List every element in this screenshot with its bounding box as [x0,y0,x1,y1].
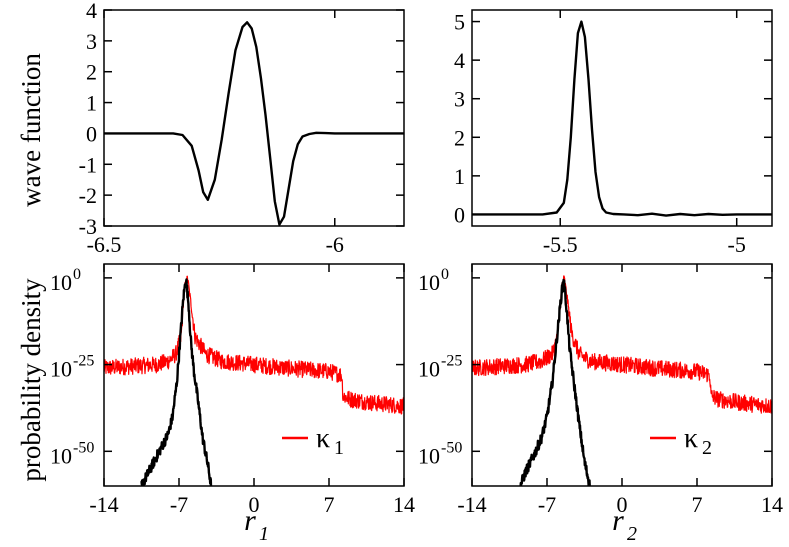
y-tick-exp: -50 [441,439,462,456]
x-tick-label: -14 [89,492,118,517]
y-tick-label: 10 [418,357,440,382]
legend-label-sub: 1 [334,437,344,459]
y-tick-label: 10 [418,270,440,295]
x-tick-label: 7 [692,492,703,517]
legend-label: κ [684,423,698,454]
y-tick-base: 10 [50,443,72,468]
legend-label: κ [316,423,330,454]
y-tick-base: 10 [418,270,440,295]
x-axis-label: r [244,504,256,537]
ylabel-top: wave function [16,53,46,207]
series-line-p1-0 [104,21,404,226]
x-tick-label: 14 [393,492,415,517]
x-tick-label: 0 [617,492,628,517]
plot-frame [103,263,405,487]
legend-label-sub: 2 [702,437,712,459]
y-tick-label: 10 [50,443,72,468]
series-line-p3-0 [104,275,404,415]
y-tick-label: 2 [454,125,465,150]
x-tick-label: 0 [249,492,260,517]
y-tick-label: 10 [418,443,440,468]
y-tick-base: 10 [50,357,72,382]
y-tick-base: 10 [418,443,440,468]
panel-p2: -5.5 -5 0 1 2 3 4 5 [454,9,773,257]
panel-p1: -6.5 -6 -3 -2 -1 0 1 2 3 4 [79,0,405,257]
y-tick-label: -3 [79,214,97,239]
y-tick-label: 1 [454,164,465,189]
y-tick-label: 3 [454,87,465,112]
y-tick-label: 5 [454,10,465,35]
x-tick-label: 14 [761,492,783,517]
y-tick-label: 4 [454,48,465,73]
y-tick-exp: 0 [441,266,449,283]
y-tick-exp: 0 [73,266,81,283]
x-axis-label: r [612,504,624,537]
x-tick-label: -14 [457,492,486,517]
y-tick-label: 1 [86,91,97,116]
x-tick-label: -7 [538,492,556,517]
plot-frame [471,263,773,487]
x-tick-label: -7 [170,492,188,517]
x-tick-label: 7 [324,492,335,517]
y-tick-label: 2 [86,60,97,85]
y-tick-label: 0 [454,202,465,227]
plot-frame [471,9,773,227]
y-tick-label: 4 [86,0,97,23]
y-tick-exp: -50 [73,439,94,456]
y-tick-exp: -25 [441,353,462,370]
x-tick-label: -5 [728,232,746,257]
series-line-p4-1 [519,278,591,486]
y-tick-label: 10 [50,270,72,295]
plot-frame [103,9,405,227]
x-axis-label-sub: 1 [259,523,269,545]
x-tick-label: -6.5 [87,232,122,257]
series-line-p3-1 [140,278,213,486]
y-tick-base: 10 [50,270,72,295]
ylabel-bottom: probability density [16,278,46,482]
y-tick-exp: -25 [73,353,94,370]
y-tick-base: 10 [418,357,440,382]
y-tick-label: 3 [86,29,97,54]
series-line-p2-0 [472,20,772,217]
x-axis-label-sub: 2 [627,523,637,545]
x-tick-label: -5.5 [543,232,578,257]
y-tick-label: -1 [79,152,97,177]
series-line-p4-0 [472,275,772,414]
y-tick-label: -2 [79,183,97,208]
x-tick-label: -6 [326,232,344,257]
y-tick-label: 10 [50,357,72,382]
y-tick-label: 0 [86,121,97,146]
